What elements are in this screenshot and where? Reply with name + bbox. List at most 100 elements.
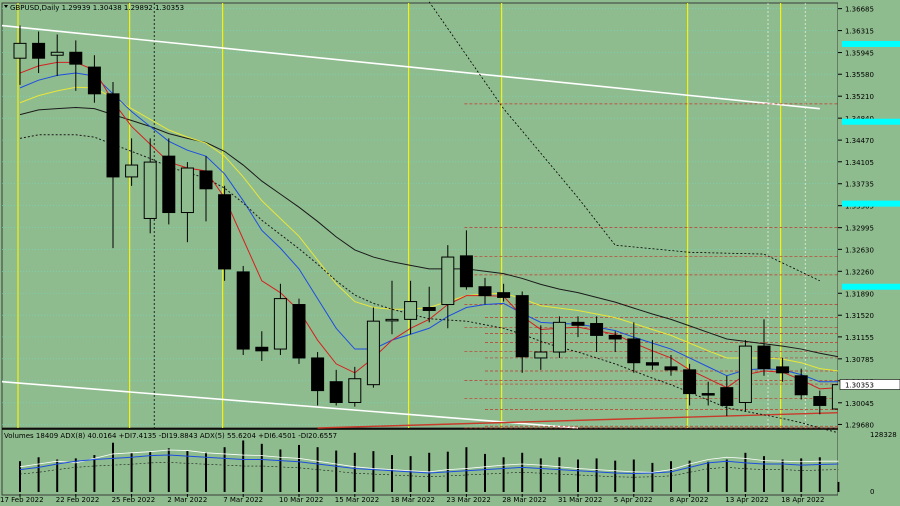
candle-body: [776, 366, 790, 374]
candle-body: [794, 375, 808, 396]
date-tick-label: 8 Apr 2022: [670, 496, 709, 504]
candle-body: [311, 357, 325, 392]
candle-body: [627, 338, 641, 364]
date-tick-label: 23 Mar 2022: [446, 496, 490, 504]
candle-body: [292, 304, 306, 359]
volume-header: Volumes 18409 ADX(8) 40.0164 +DI7.4135 -…: [4, 432, 337, 440]
date-tick-label: 22 Feb 2022: [56, 496, 100, 504]
price-tick-label: 1.34105: [845, 159, 874, 167]
cyan-box-3: [842, 200, 900, 207]
price-axis-bg: [838, 0, 900, 506]
ma-black-line: [19, 106, 839, 358]
current-price-box: [839, 379, 900, 390]
candle-body: [13, 42, 27, 59]
price-tick-label: 1.31520: [845, 312, 874, 320]
price-tick-label: 1.30785: [845, 356, 874, 364]
volume-min-label: 0: [870, 488, 874, 496]
cyan-box-2: [842, 118, 900, 125]
candle-body: [180, 167, 194, 214]
cyan-box-1: [842, 40, 900, 47]
candle-body: [515, 295, 529, 358]
support-line: [317, 411, 843, 429]
current-price-label: 1.30353: [845, 381, 874, 389]
date-tick-label: 5 Apr 2022: [614, 496, 653, 504]
candle-body: [366, 320, 380, 386]
adx-white-line: [19, 449, 839, 473]
date-tick-label: 18 Mar 2022: [391, 496, 435, 504]
candle-body: [534, 351, 548, 359]
candle-body: [32, 42, 46, 59]
price-tick-label: 1.36685: [845, 6, 874, 14]
adx-dotted-line: [19, 462, 839, 478]
candle-body: [608, 334, 622, 340]
candle-body: [385, 318, 399, 322]
candle-body: [738, 345, 752, 403]
ma-blue-line: [19, 72, 839, 383]
cyan-box-4: [842, 283, 900, 290]
candle-body: [87, 66, 101, 95]
date-tick-label: 2 Mar 2022: [167, 496, 207, 504]
channel-upper: [1, 24, 820, 110]
price-tick-label: 1.34470: [845, 137, 874, 145]
date-tick-label: 10 Mar 2022: [279, 496, 323, 504]
candle-body: [143, 161, 157, 219]
price-tick-label: 1.35210: [845, 93, 874, 101]
candle-body: [441, 256, 455, 306]
candle-body: [422, 307, 436, 311]
price-tick-label: 1.35580: [845, 71, 874, 79]
candle-body: [459, 255, 473, 288]
adx-blue-line: [19, 454, 839, 475]
date-tick-label: 15 Mar 2022: [335, 496, 379, 504]
candle-body: [497, 292, 511, 298]
candle-body: [106, 93, 120, 178]
candle-body: [813, 396, 827, 406]
date-tick-label: 7 Mar 2022: [223, 496, 263, 504]
price-tick-label: 1.30045: [845, 400, 874, 408]
channel-lower: [1, 380, 579, 429]
candle-body: [50, 51, 64, 56]
candle-body: [552, 321, 566, 353]
date-tick-label: 31 Mar 2022: [558, 496, 602, 504]
candle-body: [162, 155, 176, 214]
price-tick-label: 1.36315: [845, 28, 874, 36]
candle-body: [664, 366, 678, 371]
price-tick-label: 1.31890: [845, 290, 874, 298]
price-tick-label: 1.31155: [845, 334, 874, 342]
candle-body: [590, 323, 604, 336]
date-tick-label: 18 Apr 2022: [781, 496, 824, 504]
candle-body: [757, 345, 771, 370]
candle-body: [69, 51, 83, 65]
candle-body: [571, 321, 585, 326]
date-tick-label: 25 Feb 2022: [112, 496, 156, 504]
candle-body: [683, 369, 697, 395]
candle-body: [329, 381, 343, 403]
candle-body: [236, 271, 250, 350]
header-triangle-icon: [4, 5, 8, 8]
candle-body: [404, 301, 418, 320]
price-tick-label: 1.29680: [845, 421, 874, 429]
candle-body: [273, 298, 287, 350]
price-tick-label: 1.32260: [845, 268, 874, 276]
candle-body: [645, 362, 659, 366]
price-tick-label: 1.33365: [845, 203, 874, 211]
candle-body: [125, 164, 139, 178]
price-tick-label: 1.35945: [845, 50, 874, 58]
price-tick-label: 1.33735: [845, 181, 874, 189]
volume-max-label: 128328: [870, 431, 897, 439]
candle-body: [701, 393, 715, 396]
candle-body: [218, 194, 232, 270]
candle-body: [720, 387, 734, 406]
candle-body: [255, 346, 269, 352]
price-tick-label: 1.32630: [845, 246, 874, 254]
date-tick-label: 13 Apr 2022: [725, 496, 768, 504]
date-tick-label: 17 Feb 2022: [0, 496, 44, 504]
price-tick-label: 1.32995: [845, 225, 874, 233]
date-tick-label: 28 Mar 2022: [502, 496, 546, 504]
chart-header: GBPUSD,Daily 1.29939 1.30438 1.29892 1.3…: [10, 4, 184, 12]
candle-body: [348, 378, 362, 403]
candle-body: [478, 286, 492, 297]
candle-body: [199, 170, 213, 190]
